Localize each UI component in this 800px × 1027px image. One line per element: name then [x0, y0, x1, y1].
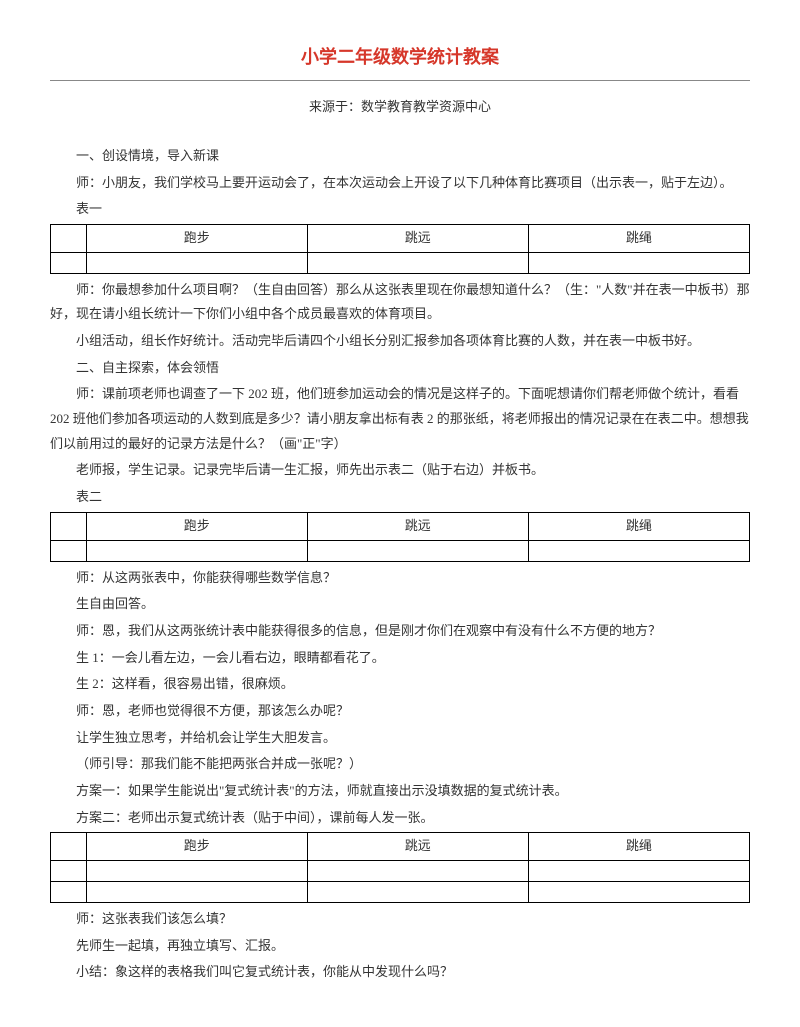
- table-row: [51, 861, 750, 882]
- table-cell: [51, 224, 87, 252]
- table-cell: [86, 861, 307, 882]
- table-cell: [51, 252, 87, 273]
- paragraph: 师：小朋友，我们学校马上要开运动会了，在本次运动会上开设了以下几种体育比赛项目（…: [50, 171, 750, 196]
- table1: 跑步 跳远 跳绳: [50, 224, 750, 274]
- paragraph: 师：课前项老师也调查了一下 202 班，他们班参加运动会的情况是这样子的。下面呢…: [50, 382, 750, 456]
- table2-caption: 表二: [50, 485, 750, 510]
- table-cell: 跳远: [307, 224, 528, 252]
- paragraph: 师：恩，老师也觉得很不方便，那该怎么办呢？: [50, 699, 750, 724]
- table-cell: [86, 252, 307, 273]
- source-line: 来源于：数学教育教学资源中心: [50, 95, 750, 120]
- table-cell: 跳远: [307, 512, 528, 540]
- table-cell: [51, 882, 87, 903]
- table-cell: [51, 512, 87, 540]
- table-cell: 跑步: [86, 224, 307, 252]
- table-cell: [528, 882, 749, 903]
- paragraph: 老师报，学生记录。记录完毕后请一生汇报，师先出示表二（贴于右边）并板书。: [50, 458, 750, 483]
- table-cell: 跑步: [86, 512, 307, 540]
- table-cell: [51, 833, 87, 861]
- table-cell: [528, 540, 749, 561]
- table-cell: [51, 540, 87, 561]
- page-title: 小学二年级数学统计教案: [50, 40, 750, 74]
- table-row: [51, 252, 750, 273]
- table-row: 跑步 跳远 跳绳: [51, 833, 750, 861]
- table-cell: [51, 861, 87, 882]
- table-cell: 跳绳: [528, 224, 749, 252]
- paragraph: 生 1：一会儿看左边，一会儿看右边，眼睛都看花了。: [50, 646, 750, 671]
- table-row: 跑步 跳远 跳绳: [51, 224, 750, 252]
- table3: 跑步 跳远 跳绳: [50, 832, 750, 903]
- section1-header: 一、创设情境，导入新课: [50, 144, 750, 169]
- table-cell: [307, 882, 528, 903]
- paragraph: 小结：象这样的表格我们叫它复式统计表，你能从中发现什么吗？: [50, 960, 750, 985]
- table-cell: 跑步: [86, 833, 307, 861]
- table-cell: 跳绳: [528, 512, 749, 540]
- table-cell: [528, 861, 749, 882]
- section2-header: 二、自主探索，体会领悟: [50, 356, 750, 381]
- paragraph: 小组活动，组长作好统计。活动完毕后请四个小组长分别汇报参加各项体育比赛的人数，并…: [50, 329, 750, 354]
- table-cell: [528, 252, 749, 273]
- paragraph: 师：从这两张表中，你能获得哪些数学信息？: [50, 566, 750, 591]
- table-row: [51, 882, 750, 903]
- table-cell: [86, 540, 307, 561]
- table-cell: [307, 252, 528, 273]
- table-cell: [307, 861, 528, 882]
- paragraph: 师：你最想参加什么项目啊？（生自由回答）那么从这张表里现在你最想知道什么？（生：…: [50, 278, 750, 327]
- paragraph: 让学生独立思考，并给机会让学生大胆发言。: [50, 726, 750, 751]
- table-cell: [86, 882, 307, 903]
- paragraph: 先师生一起填，再独立填写、汇报。: [50, 934, 750, 959]
- table-cell: 跳远: [307, 833, 528, 861]
- divider: [50, 80, 750, 81]
- table-cell: 跳绳: [528, 833, 749, 861]
- paragraph: 方案一：如果学生能说出"复式统计表"的方法，师就直接出示没填数据的复式统计表。: [50, 779, 750, 804]
- table1-caption: 表一: [50, 197, 750, 222]
- paragraph: 师：恩，我们从这两张统计表中能获得很多的信息，但是刚才你们在观察中有没有什么不方…: [50, 619, 750, 644]
- table-cell: [307, 540, 528, 561]
- paragraph: 方案二：老师出示复式统计表（贴于中间），课前每人发一张。: [50, 806, 750, 831]
- paragraph: 生自由回答。: [50, 592, 750, 617]
- table-row: 跑步 跳远 跳绳: [51, 512, 750, 540]
- table-row: [51, 540, 750, 561]
- paragraph: 师：这张表我们该怎么填？: [50, 907, 750, 932]
- paragraph: （师引导：那我们能不能把两张合并成一张呢？）: [50, 752, 750, 777]
- table2: 跑步 跳远 跳绳: [50, 512, 750, 562]
- paragraph: 生 2：这样看，很容易出错，很麻烦。: [50, 672, 750, 697]
